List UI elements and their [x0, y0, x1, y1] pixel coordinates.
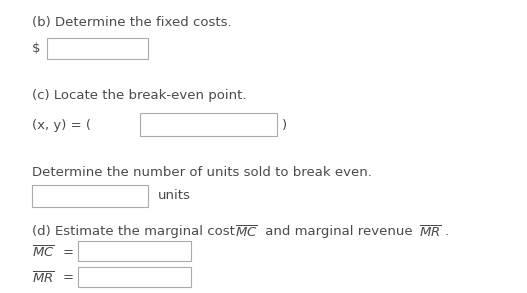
FancyBboxPatch shape [32, 185, 148, 207]
Text: Determine the number of units sold to break even.: Determine the number of units sold to br… [32, 166, 372, 178]
FancyBboxPatch shape [47, 38, 148, 59]
Text: (c) Locate the break-even point.: (c) Locate the break-even point. [32, 89, 246, 102]
Text: ): ) [282, 119, 287, 132]
Text: (b) Determine the fixed costs.: (b) Determine the fixed costs. [32, 16, 231, 29]
FancyBboxPatch shape [78, 241, 191, 261]
Text: and marginal revenue: and marginal revenue [261, 225, 417, 238]
Text: $\overline{MR}$: $\overline{MR}$ [419, 225, 442, 241]
Text: $: $ [32, 42, 40, 55]
Text: $\overline{MR}$: $\overline{MR}$ [32, 271, 54, 287]
FancyBboxPatch shape [78, 267, 191, 287]
FancyBboxPatch shape [140, 113, 277, 136]
Text: $\overline{MC}$: $\overline{MC}$ [235, 225, 257, 241]
Text: $\overline{MC}$: $\overline{MC}$ [32, 246, 54, 261]
Text: (d) Estimate the marginal cost: (d) Estimate the marginal cost [32, 225, 239, 238]
Text: units: units [158, 189, 191, 202]
Text: (x, y) = (: (x, y) = ( [32, 119, 91, 132]
Text: =: = [62, 246, 73, 258]
Text: =: = [62, 271, 73, 284]
Text: .: . [444, 225, 448, 238]
